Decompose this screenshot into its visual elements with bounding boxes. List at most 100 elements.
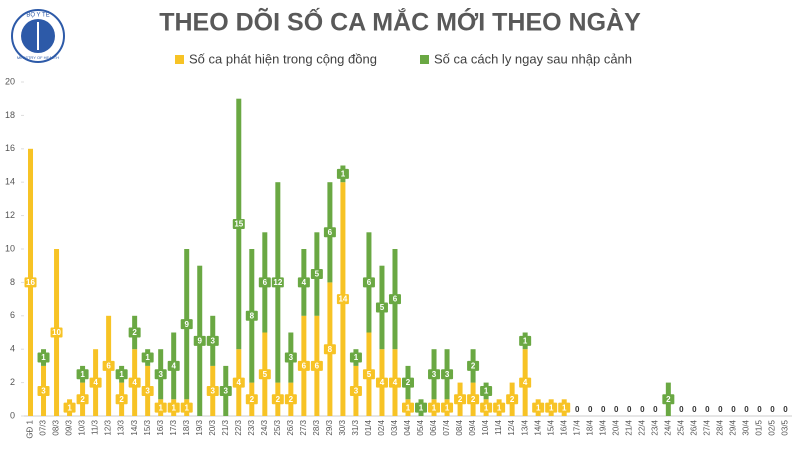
x-tick-label: 27/3 <box>299 419 308 435</box>
label-box <box>375 302 388 313</box>
label-box <box>206 335 219 346</box>
data-label: 6 <box>393 295 398 304</box>
data-label: 0 <box>601 405 606 414</box>
label-box <box>167 402 180 413</box>
x-tick-label: 23/4 <box>650 419 659 435</box>
x-tick-label: GĐ 1 <box>26 419 35 438</box>
data-label: 1 <box>119 370 124 379</box>
label-box <box>441 369 454 380</box>
label-box <box>349 385 362 396</box>
data-label: 5 <box>263 370 268 379</box>
x-tick-label: 09/3 <box>65 419 74 435</box>
label-box <box>115 369 128 380</box>
label-box <box>336 168 349 179</box>
x-tick-label: 20/3 <box>208 419 217 435</box>
data-label: 0 <box>614 405 619 414</box>
label-box <box>245 394 258 405</box>
label-box <box>271 277 284 288</box>
legend-label: Số ca cách ly ngay sau nhập cảnh <box>434 51 632 66</box>
label-box <box>454 394 467 405</box>
label-box <box>167 360 180 371</box>
label-box <box>141 385 154 396</box>
label-box <box>506 394 519 405</box>
label-box <box>480 402 493 413</box>
label-box <box>89 377 102 388</box>
x-tick-label: 03/5 <box>781 419 790 435</box>
data-label: 2 <box>471 362 476 371</box>
x-tick-label: 26/4 <box>689 419 698 435</box>
label-box <box>245 310 258 321</box>
label-box <box>323 227 336 238</box>
x-tick-label: 01/5 <box>755 419 764 435</box>
label-box <box>532 402 545 413</box>
x-tick-label: 24/3 <box>260 419 269 435</box>
data-label: 6 <box>302 362 307 371</box>
data-label: 0 <box>783 405 788 414</box>
label-box <box>480 385 493 396</box>
data-label: 4 <box>171 362 176 371</box>
label-box <box>37 352 50 363</box>
x-tick-label: 09/4 <box>468 419 477 435</box>
label-box <box>310 360 323 371</box>
data-label: 1 <box>80 370 85 379</box>
y-tick-label: 0 <box>10 410 15 420</box>
label-box <box>63 402 76 413</box>
label-box <box>206 385 219 396</box>
x-tick-label: 29/3 <box>325 419 334 435</box>
x-tick-label: 20/4 <box>611 419 620 435</box>
data-label: 1 <box>419 403 424 412</box>
label-box <box>467 394 480 405</box>
data-label: 4 <box>93 378 98 387</box>
data-label: 3 <box>158 370 163 379</box>
chart-title: THEO DÕI SỐ CA MẮC MỚI THEO NGÀY <box>159 7 641 37</box>
x-tick-label: 18/4 <box>585 419 594 435</box>
label-box <box>428 402 441 413</box>
data-label: 0 <box>679 405 684 414</box>
data-label: 1 <box>484 387 489 396</box>
x-tick-label: 21/3 <box>221 419 230 435</box>
label-box <box>258 369 271 380</box>
data-label: 9 <box>198 336 203 345</box>
data-label: 0 <box>640 405 645 414</box>
y-tick-label: 2 <box>10 377 15 387</box>
label-box <box>310 269 323 280</box>
x-tick-label: 04/4 <box>403 419 412 435</box>
label-box <box>193 335 206 346</box>
x-tick-label: 12/4 <box>507 419 516 435</box>
data-label: 6 <box>263 278 268 287</box>
label-box <box>428 369 441 380</box>
label-box <box>362 277 375 288</box>
logo-top: BỘ Y TẾ <box>26 12 49 19</box>
x-tick-label: 30/3 <box>338 419 347 435</box>
label-box <box>388 294 401 305</box>
label-box <box>375 377 388 388</box>
x-tick-label: 14/4 <box>533 419 542 435</box>
x-tick-label: 15/4 <box>546 419 555 435</box>
data-label: 1 <box>158 403 163 412</box>
data-label: 5 <box>315 270 320 279</box>
x-tick-label: 10/3 <box>78 419 87 435</box>
x-tick-label: 25/3 <box>273 419 282 435</box>
label-box <box>362 369 375 380</box>
legend-swatch <box>420 55 429 64</box>
data-label: 0 <box>653 405 658 414</box>
label-box <box>402 377 414 388</box>
data-label: 2 <box>406 378 411 387</box>
x-tick-label: 28/4 <box>716 419 725 435</box>
data-label: 1 <box>445 403 450 412</box>
label-box <box>349 352 362 363</box>
data-label: 3 <box>445 370 450 379</box>
y-tick-label: 12 <box>5 210 15 220</box>
data-label: 2 <box>289 395 294 404</box>
data-label: 4 <box>237 378 242 387</box>
label-box <box>336 294 349 305</box>
x-tick-label: 02/4 <box>377 419 386 435</box>
label-box <box>545 402 558 413</box>
label-box <box>271 394 284 405</box>
data-label: 1 <box>549 403 554 412</box>
data-label: 3 <box>432 370 437 379</box>
data-label: 3 <box>41 387 46 396</box>
y-tick-label: 14 <box>5 177 15 187</box>
label-box <box>258 277 271 288</box>
x-tick-label: 19/4 <box>598 419 607 435</box>
